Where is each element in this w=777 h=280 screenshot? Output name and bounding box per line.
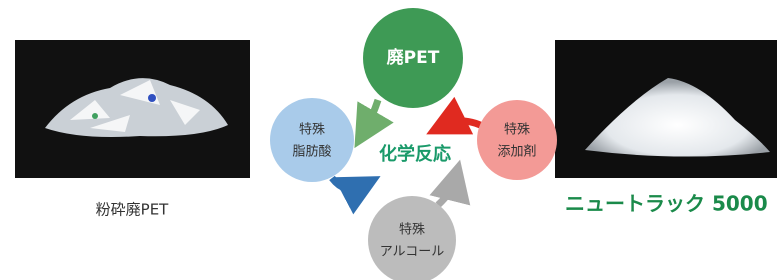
arrow	[365, 100, 378, 130]
right-caption: ニュートラック 5000	[565, 192, 768, 216]
right-photo	[555, 40, 777, 178]
node-label: アルコール	[380, 245, 445, 260]
arrow	[332, 178, 362, 189]
node-circle	[477, 100, 557, 180]
arrow	[438, 180, 455, 205]
node-label: 特殊	[399, 223, 425, 238]
node-label: 特殊	[299, 123, 325, 138]
node-label: 特殊	[504, 123, 530, 138]
node-label: 脂肪酸	[292, 144, 331, 160]
center-label: 化学反応	[379, 143, 451, 165]
page: 粉砕廃PET ニュートラック 5000 廃PET 特殊 脂肪酸 特殊 添加剤 特…	[0, 0, 777, 280]
node-circle	[368, 196, 456, 280]
node-circle	[270, 98, 354, 182]
left-photo	[15, 40, 250, 178]
node-label: 廃PET	[387, 47, 440, 68]
left-caption: 粉砕廃PET	[96, 201, 170, 219]
diagram: 粉砕廃PET ニュートラック 5000 廃PET 特殊 脂肪酸 特殊 添加剤 特…	[0, 0, 777, 280]
node-label: 添加剤	[497, 144, 536, 160]
